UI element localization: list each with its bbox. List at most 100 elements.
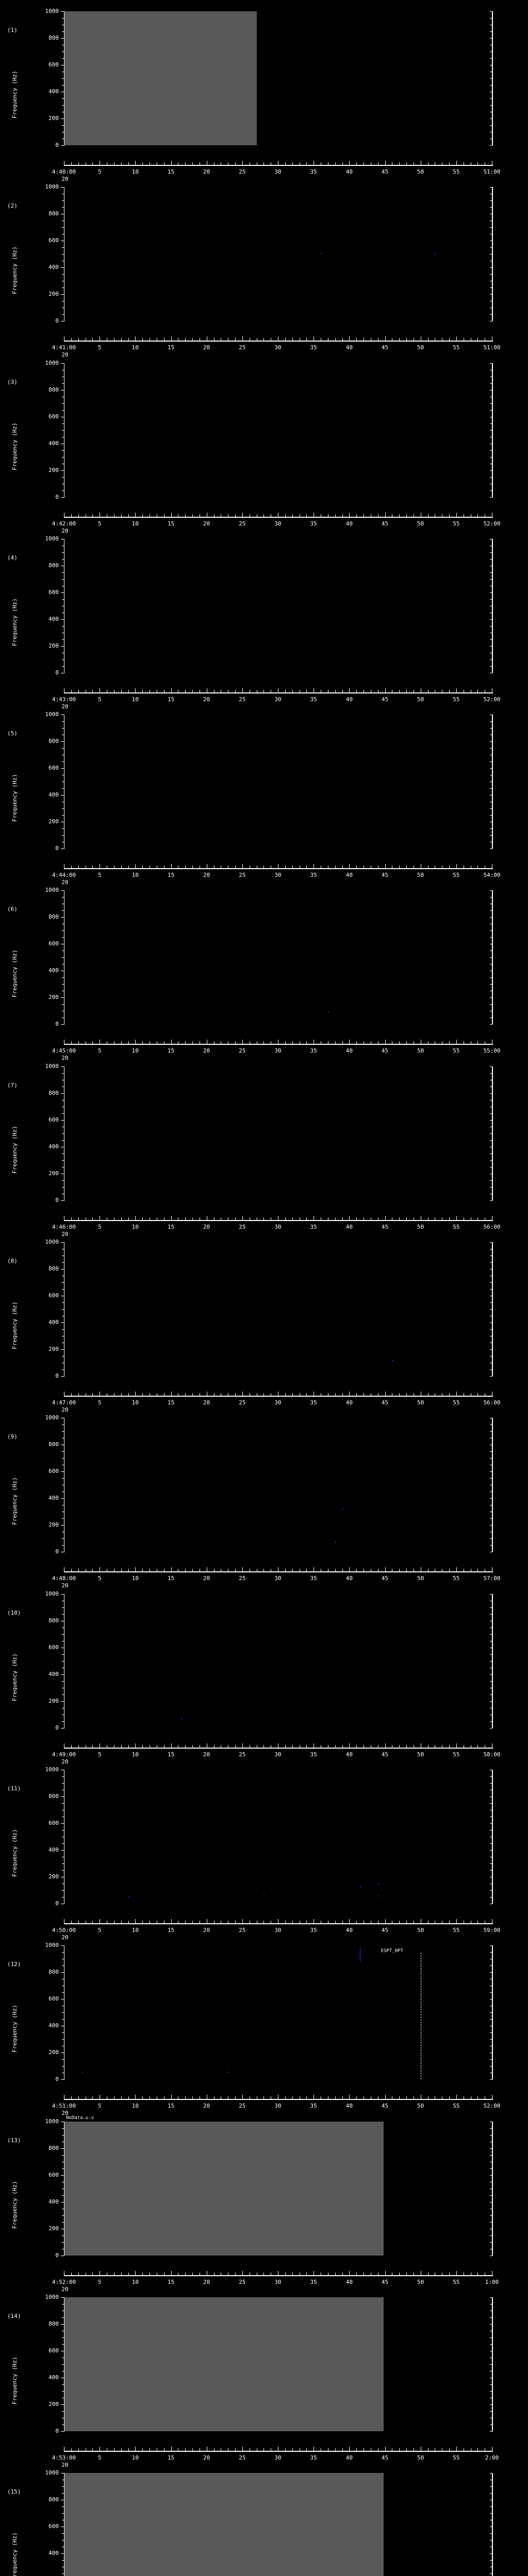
y-tick-minor <box>62 31 64 32</box>
y-tick-label: 400 <box>48 2550 59 2557</box>
x-tick-minor <box>406 866 407 869</box>
y-tick-right <box>490 1674 492 1675</box>
y-tick-right <box>490 748 492 749</box>
x-tick-label: 55 <box>453 168 460 175</box>
y-tick-minor <box>62 1634 64 1635</box>
y-tick-minor <box>62 930 64 931</box>
x-tick-minor <box>335 2272 336 2275</box>
y-tick-major <box>61 1674 64 1675</box>
panel-index-label: (4) <box>7 554 18 561</box>
x-tick-minor <box>263 2096 265 2099</box>
y-axis-right <box>492 1418 493 1552</box>
x-tick-label: 35 <box>310 1399 317 1406</box>
y-tick-minor <box>62 2317 64 2318</box>
x-tick-minor <box>306 2096 307 2099</box>
y-tick-minor <box>62 1614 64 1615</box>
y-tick-label: 800 <box>48 35 59 41</box>
y-tick-right <box>490 2039 492 2040</box>
x-axis-sub-label: 20 <box>61 2285 69 2293</box>
x-tick-minor <box>285 1920 286 1923</box>
y-axis-label: Frequency (Hz) <box>11 950 18 998</box>
x-tick-major <box>135 688 136 692</box>
y-tick-label: 600 <box>48 765 59 772</box>
y-tick-major <box>61 1850 64 1851</box>
x-tick-minor <box>342 1744 343 1748</box>
y-tick-label: 600 <box>48 413 59 420</box>
x-tick-major <box>171 1040 172 1044</box>
x-tick-minor <box>399 1569 400 1572</box>
x-tick-minor <box>477 2272 478 2275</box>
y-tick-minor <box>62 2337 64 2338</box>
y-tick-major <box>61 2553 64 2554</box>
y-tick-right <box>490 2195 492 2196</box>
y-tick-right <box>490 2493 492 2494</box>
x-tick-minor <box>449 2096 450 2099</box>
y-axis-right <box>492 1242 493 1377</box>
x-tick-label: 5 <box>97 520 102 527</box>
x-tick-label: 25 <box>239 168 246 175</box>
y-tick-right <box>490 85 492 86</box>
x-tick-label: 55 <box>453 872 460 879</box>
x-tick-minor <box>477 514 478 517</box>
x-tick-label: 55 <box>453 520 460 527</box>
y-tick-minor <box>62 314 64 315</box>
y-tick-right <box>490 910 492 911</box>
x-tick-minor <box>263 162 265 165</box>
x-tick-minor <box>128 1920 129 1923</box>
y-tick-major <box>61 741 64 742</box>
x-tick-label: 55 <box>453 1223 460 1230</box>
panel-index-label: (12) <box>7 1961 21 1968</box>
x-tick-minor <box>306 1744 307 1748</box>
y-tick-minor <box>62 2506 64 2507</box>
y-axis-right <box>492 2473 493 2576</box>
x-tick-minor <box>92 514 93 517</box>
y-tick-right <box>490 1120 492 1121</box>
y-tick-right <box>490 2344 492 2345</box>
y-tick-right <box>490 1660 492 1662</box>
y-tick-right <box>490 1140 492 1141</box>
x-tick-minor <box>235 1569 236 1572</box>
x-axis-end-label: 56:00 <box>483 1399 501 1406</box>
y-tick-label: 400 <box>48 264 59 271</box>
x-axis-end-label: 1:00 <box>485 2278 499 2285</box>
x-tick-minor <box>142 1393 143 1396</box>
x-tick-label: 5 <box>97 696 102 703</box>
y-tick-label: 1000 <box>45 2117 59 2125</box>
x-tick-minor <box>78 338 79 341</box>
x-tick-minor <box>342 1393 343 1396</box>
y-tick-right <box>490 1073 492 1074</box>
x-tick-minor <box>142 514 143 517</box>
x-tick-major <box>385 336 386 341</box>
x-tick-label: 10 <box>131 696 139 703</box>
y-tick-right <box>490 38 492 39</box>
y-tick-major <box>61 1024 64 1025</box>
y-axis-right <box>492 1066 493 1200</box>
x-tick-minor <box>78 2096 79 2099</box>
y-tick-minor <box>62 1282 64 1283</box>
x-axis-line <box>64 2275 493 2276</box>
y-tick-major <box>61 2175 64 2176</box>
x-tick-minor <box>342 1569 343 1572</box>
y-tick-minor <box>62 1803 64 1804</box>
x-tick-label: 10 <box>131 168 139 175</box>
x-tick-major <box>171 1215 172 1220</box>
y-tick-minor <box>62 1431 64 1432</box>
x-tick-minor <box>477 1041 478 1044</box>
y-tick-right <box>490 815 492 816</box>
y-axis-right <box>492 363 493 497</box>
y-tick-major <box>61 1594 64 1595</box>
y-tick-right <box>490 200 492 201</box>
y-tick-minor <box>62 410 64 411</box>
x-tick-minor <box>306 1393 307 1396</box>
x-tick-major <box>385 1567 386 1572</box>
x-tick-label: 55 <box>453 2278 460 2285</box>
y-tick-label: 0 <box>55 1021 59 1028</box>
panel-index-label: (3) <box>7 378 18 385</box>
x-tick-major <box>242 864 243 869</box>
x-tick-minor <box>92 1920 93 1923</box>
y-tick-minor <box>62 2384 64 2385</box>
x-tick-label: 15 <box>167 872 175 879</box>
y-tick-minor <box>62 2195 64 2196</box>
y-tick-right <box>490 294 492 295</box>
y-tick-major <box>61 917 64 918</box>
